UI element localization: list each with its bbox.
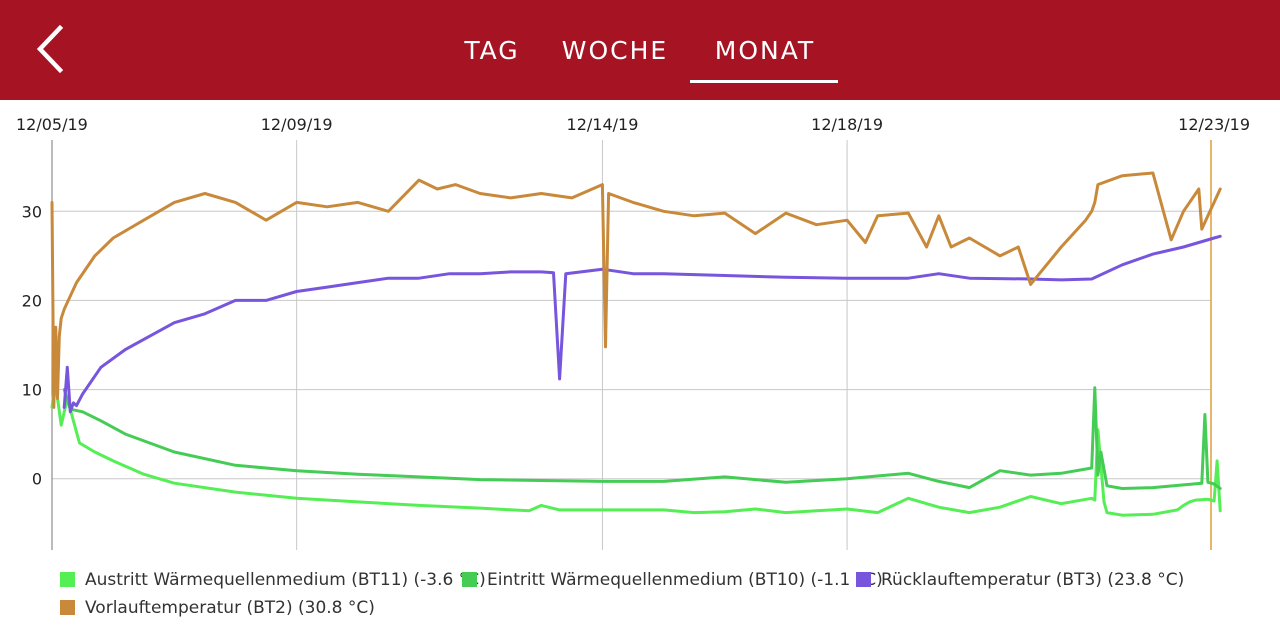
y-tick-label: 30 [22,202,42,221]
chevron-left-icon [36,24,64,74]
x-tick-label: 12/09/19 [261,115,333,134]
series-line-2 [62,386,1222,490]
selected-tab-indicator [690,80,838,83]
period-tabs: TAG WOCHE MONAT [0,0,1280,100]
tab-woche[interactable]: WOCHE [561,36,669,65]
legend-swatch [462,572,477,587]
series-line-4 [50,171,1222,409]
legend-item: Eintritt Wärmequellenmedium (BT10) (-1.1… [462,568,883,592]
temperature-chart: 0 10 20 30 12/05/19 12/09/19 12/14/19 12/18/19 1… [16,115,1250,550]
back-button[interactable] [28,22,78,76]
x-tick-label: 12/23/19 [1178,115,1250,134]
legend-item: Vorlauftemperatur (BT2) (30.8 °C) [60,596,375,620]
legend-item: Rücklauftemperatur (BT3) (23.8 °C) [856,568,1184,592]
x-tick-label: 12/18/19 [811,115,883,134]
x-tick-label: 12/14/19 [567,115,639,134]
y-tick-label: 0 [32,470,42,489]
tab-monat[interactable]: MONAT [714,36,816,65]
legend-swatch [60,600,75,615]
legend-label: Vorlauftemperatur (BT2) (30.8 °C) [85,598,375,618]
y-tick-label: 20 [22,291,42,310]
y-tick-label: 10 [22,381,42,400]
legend-label: Rücklauftemperatur (BT3) (23.8 °C) [881,570,1185,590]
app-header [0,0,1280,100]
legend-item: Austritt Wärmequellenmedium (BT11) (-3.6… [60,568,486,592]
legend-label: Eintritt Wärmequellenmedium (BT10) (-1.1… [487,570,883,590]
legend-label: Austritt Wärmequellenmedium (BT11) (-3.6… [85,570,486,590]
legend-swatch [856,572,871,587]
legend-swatch [60,572,75,587]
series-line-1 [50,379,1222,517]
x-tick-label: 12/05/19 [16,115,88,134]
tab-tag[interactable]: TAG [464,36,520,65]
